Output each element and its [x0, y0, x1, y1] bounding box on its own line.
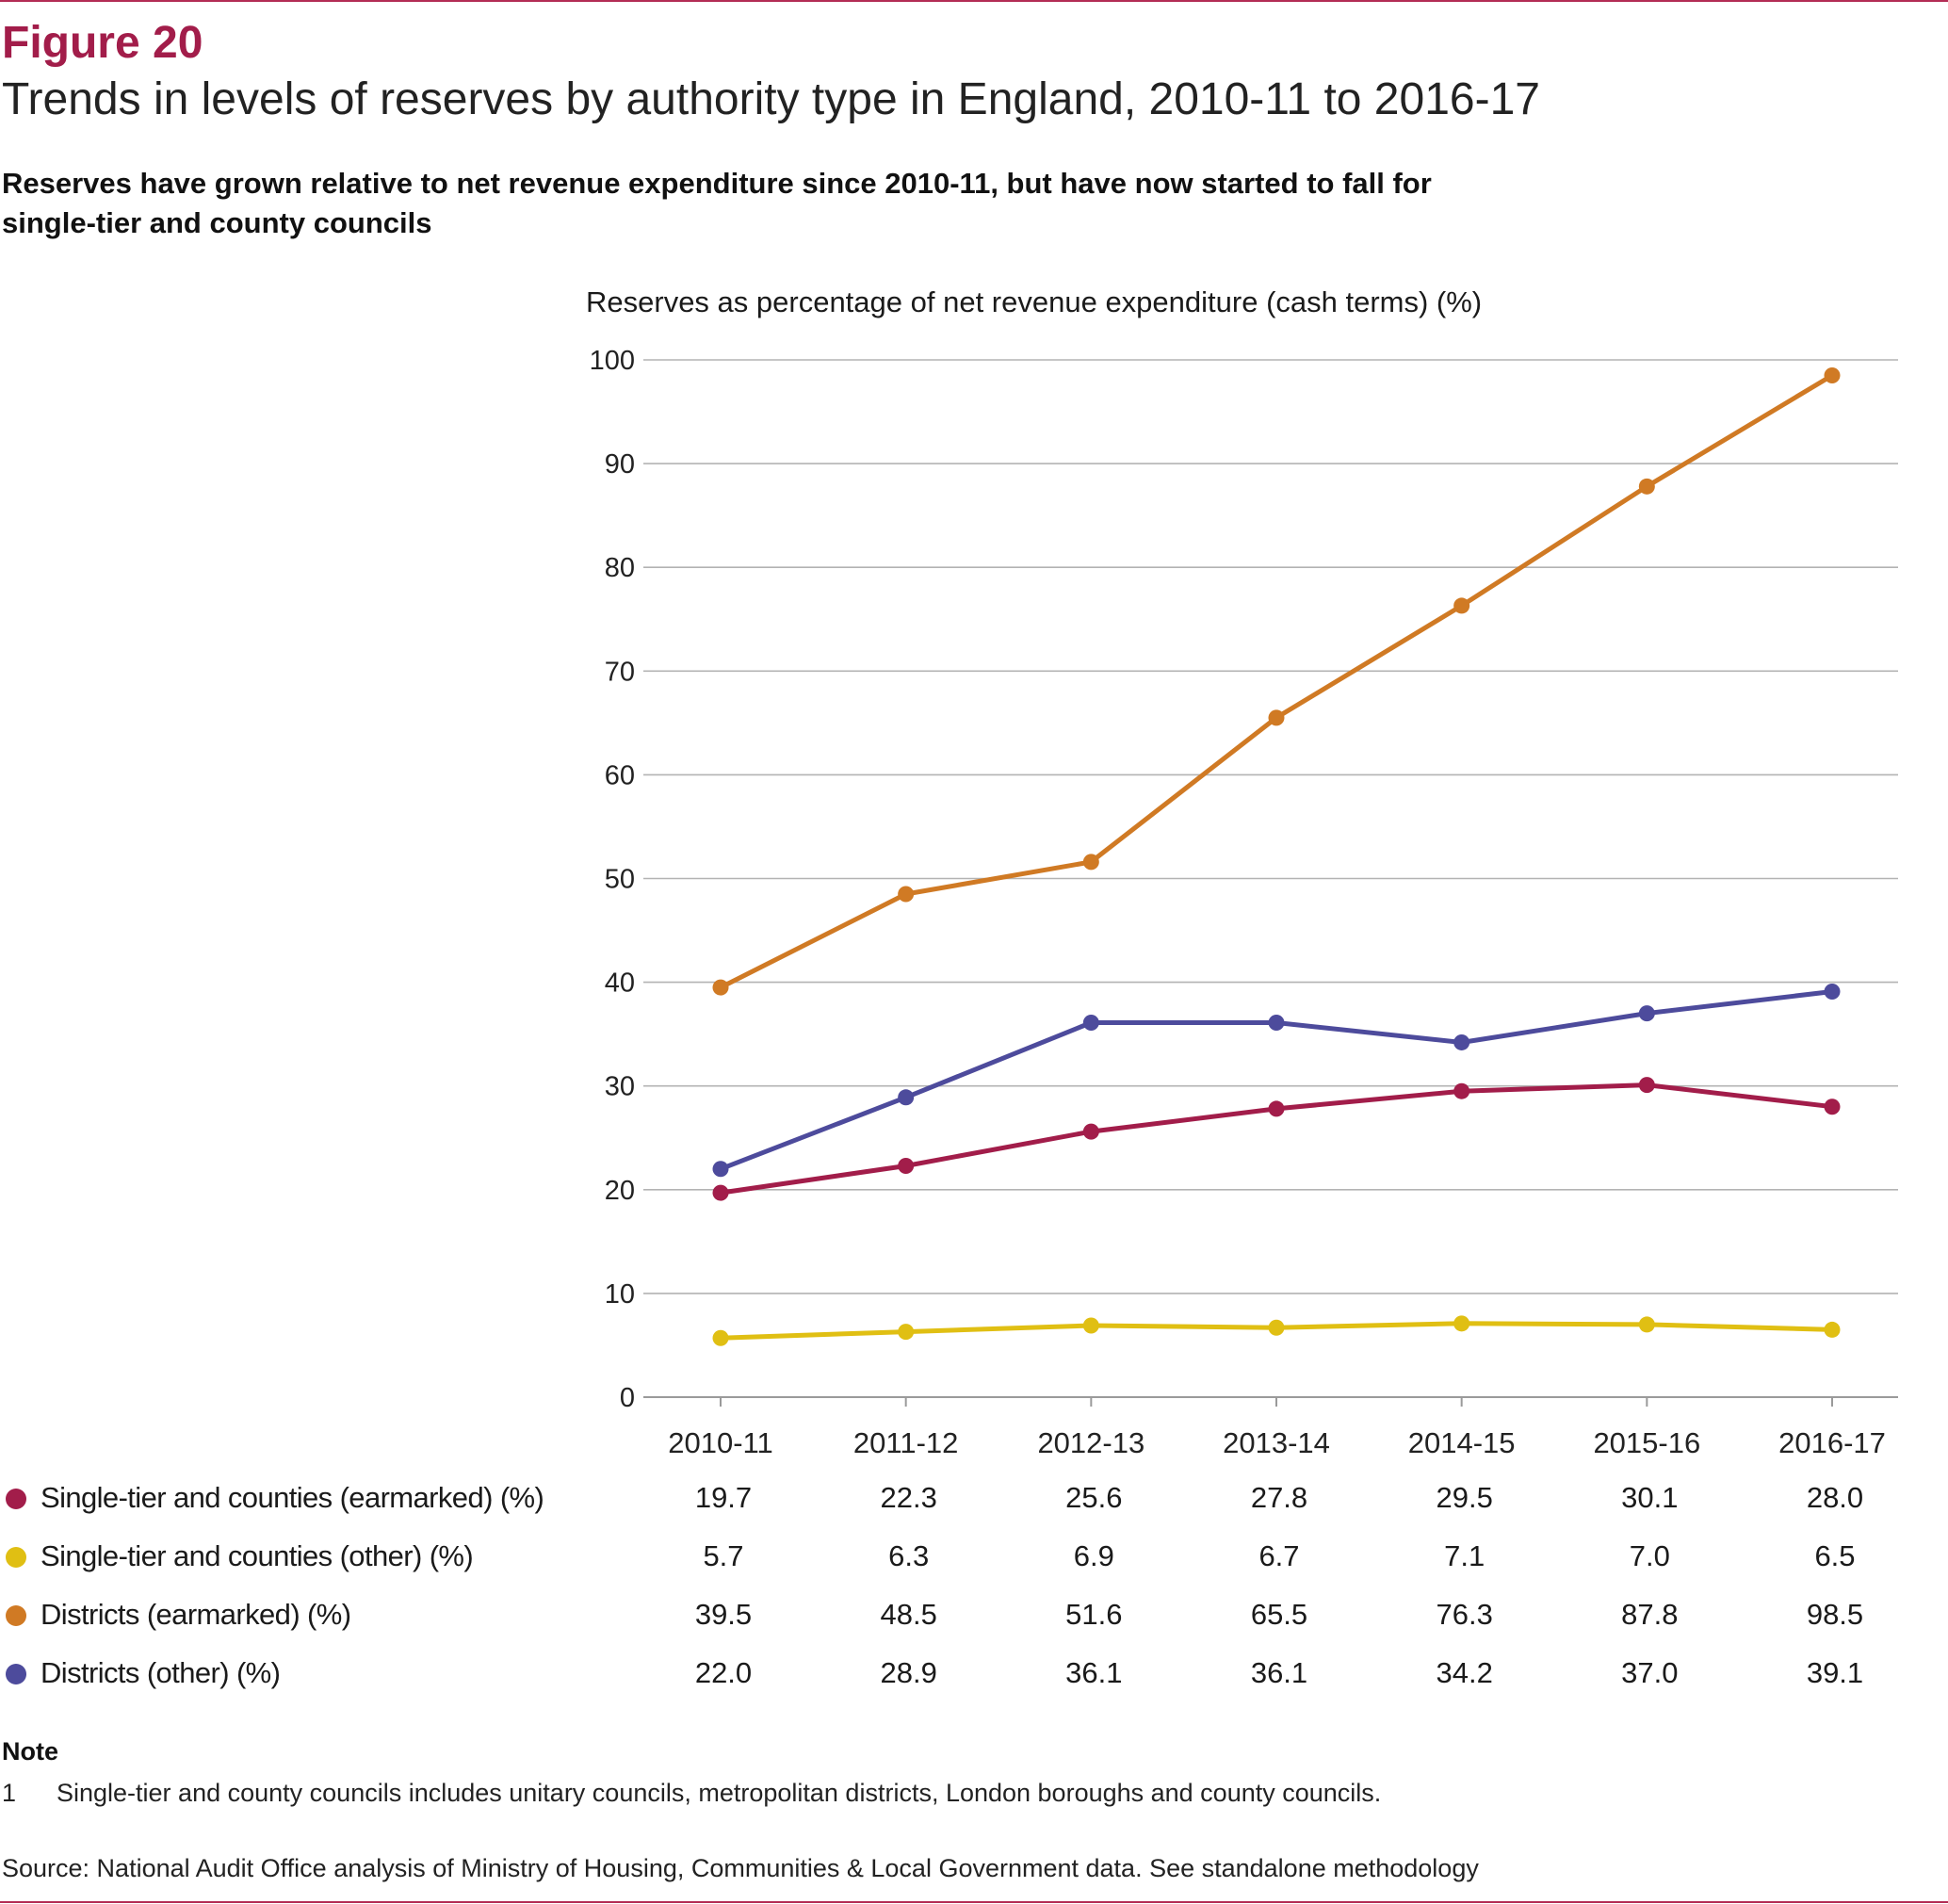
series-4-point — [898, 1089, 915, 1106]
series-2-point — [898, 1324, 915, 1341]
legend-row: Single-tier and counties (other) (%) 5.7 6… — [0, 1538, 1948, 1579]
data-table-value: 36.1 — [1065, 1656, 1123, 1689]
legend-marker — [6, 1489, 26, 1509]
series-4-point — [1638, 1005, 1655, 1022]
data-table-value: 6.3 — [888, 1539, 930, 1572]
data-table-value: 22.3 — [880, 1481, 937, 1514]
series-1-point — [1824, 1098, 1841, 1115]
y-tick-label: 10 — [605, 1279, 635, 1310]
data-table-value: 7.1 — [1444, 1539, 1485, 1572]
data-table-value: 22.0 — [694, 1656, 753, 1689]
legend-row: Districts (other) (%) 22.0 28.9 36.1 36.1 34.… — [0, 1654, 1948, 1696]
data-table-value: 37.0 — [1621, 1656, 1679, 1689]
data-table-value: 76.3 — [1436, 1598, 1493, 1631]
series-2-point — [1268, 1319, 1285, 1336]
legend-series-name: Districts (other) (%) — [41, 1656, 281, 1689]
data-table-value: 48.5 — [880, 1598, 937, 1631]
legend-marker — [6, 1547, 26, 1568]
figure-title: Trends in levels of reserves by authorit… — [2, 74, 1540, 124]
y-tick-label: 50 — [605, 865, 635, 895]
legend-marker — [6, 1664, 26, 1684]
figure-label: Figure 20 — [2, 18, 203, 68]
data-table-value: 30.1 — [1621, 1481, 1679, 1514]
data-table-value: 98.5 — [1806, 1598, 1864, 1631]
data-table-value: 7.0 — [1629, 1539, 1670, 1572]
data-table-value: 39.5 — [694, 1598, 753, 1631]
data-table-value: 28.0 — [1806, 1481, 1864, 1514]
y-tick-label: 100 — [590, 346, 635, 376]
y-tick-label: 0 — [620, 1383, 635, 1413]
legend-row: Districts (earmarked) (%) 39.5 48.5 51.6 65.… — [0, 1596, 1948, 1637]
data-table-value: 19.7 — [694, 1481, 753, 1514]
x-tick-label: 2014-15 — [1408, 1426, 1516, 1459]
series-1-point — [1082, 1123, 1099, 1140]
x-tick-label: 2011-12 — [853, 1426, 958, 1459]
series-1-point — [898, 1157, 915, 1174]
top-rule — [0, 0, 1948, 2]
series-line-3 — [718, 373, 1835, 990]
data-table-value: 34.2 — [1436, 1656, 1493, 1689]
series-3-point — [1824, 367, 1841, 384]
series-2-point — [1824, 1321, 1841, 1338]
data-table-value: 29.5 — [1436, 1481, 1493, 1514]
line-chart: 0 10 20 30 40 50 60 70 80 90 100 2010-11 2011-12 2012… — [590, 346, 1898, 1459]
data-table-value: 6.9 — [1073, 1539, 1114, 1572]
y-tick-label: 20 — [605, 1176, 635, 1206]
data-table-value: 51.6 — [1065, 1598, 1123, 1631]
data-table-value: 28.9 — [880, 1656, 937, 1689]
series-2-point — [712, 1329, 729, 1346]
bottom-rule — [0, 1901, 1948, 1903]
data-table-value: 39.1 — [1806, 1656, 1864, 1689]
data-table-value: 27.8 — [1250, 1481, 1308, 1514]
legend-series-name: Districts (earmarked) (%) — [41, 1598, 351, 1631]
y-tick-label: 90 — [605, 449, 635, 480]
x-tick-label: 2015-16 — [1593, 1426, 1700, 1459]
data-table-value: 6.7 — [1258, 1539, 1300, 1572]
series-3-point — [712, 979, 729, 996]
legend-series-name: Single-tier and counties (other) (%) — [41, 1539, 474, 1572]
series-3-point — [1453, 597, 1470, 614]
legend-row: Single-tier and counties (earmarked) (%)… — [0, 1479, 1948, 1521]
source-text: Source: National Audit Office analysis o… — [2, 1854, 1479, 1882]
data-table-value: 87.8 — [1621, 1598, 1679, 1631]
series-4-point — [1082, 1015, 1099, 1032]
series-2-point — [1082, 1317, 1099, 1334]
series-4-point — [1824, 984, 1841, 1001]
y-tick-label: 80 — [605, 553, 635, 583]
y-tick-label: 40 — [605, 968, 635, 999]
data-table-value: 6.5 — [1814, 1539, 1856, 1572]
series-4-point — [1453, 1033, 1470, 1050]
series-2-point — [1453, 1315, 1470, 1332]
x-tick-label: 2013-14 — [1223, 1426, 1330, 1459]
series-3-point — [1638, 478, 1655, 495]
note-heading: Note — [2, 1737, 58, 1766]
x-tick-label: 2016-17 — [1778, 1426, 1886, 1459]
x-tick-label: 2012-13 — [1037, 1426, 1144, 1459]
series-4-point — [1268, 1015, 1285, 1032]
series-4-point — [712, 1161, 729, 1178]
series-3-point — [1268, 709, 1285, 726]
data-table-value: 36.1 — [1250, 1656, 1308, 1689]
series-1-point — [1638, 1077, 1655, 1094]
note-text: Single-tier and county councils includes… — [57, 1779, 1382, 1807]
series-1-point — [1268, 1100, 1285, 1117]
figure-subtitle: Reserves have grown relative to net reve… — [2, 167, 1432, 239]
series-1-point — [712, 1184, 729, 1201]
legend-marker — [6, 1605, 26, 1626]
data-table-value: 65.5 — [1250, 1598, 1308, 1631]
legend-series-name: Single-tier and counties (earmarked) (%) — [41, 1481, 544, 1514]
y-tick-label: 30 — [605, 1072, 635, 1102]
series-2-point — [1638, 1316, 1655, 1333]
y-axis-label: Reserves as percentage of net revenue ex… — [586, 285, 1483, 318]
x-tick-label: 2010-11 — [668, 1426, 772, 1459]
data-table-value: 5.7 — [703, 1539, 744, 1572]
note-number: 1 — [2, 1779, 17, 1807]
series-3-point — [1082, 854, 1099, 871]
series-1-point — [1453, 1082, 1470, 1099]
series-3-point — [898, 886, 915, 903]
y-tick-label: 60 — [605, 760, 635, 790]
y-tick-label: 70 — [605, 657, 635, 687]
data-table-value: 25.6 — [1065, 1481, 1123, 1514]
